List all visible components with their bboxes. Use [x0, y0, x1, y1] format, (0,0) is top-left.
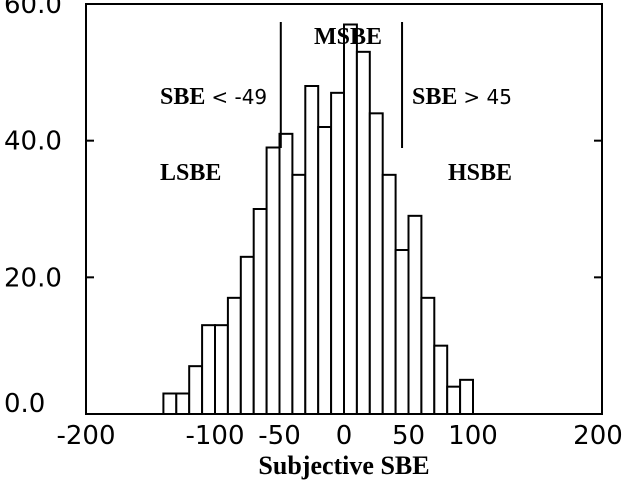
histogram-bar — [239, 255, 255, 416]
hsbe-label: HSBE — [448, 160, 512, 186]
x-tick-label: 0 — [336, 421, 353, 451]
histogram-bar — [175, 392, 191, 415]
histogram-bar — [446, 385, 462, 415]
x-tick-label: 200 — [573, 421, 622, 451]
histogram-bar — [291, 173, 307, 415]
histogram-bar — [317, 126, 333, 415]
y-axis: 0.0 20.0 40.0 60.0 — [4, 0, 602, 419]
histogram-bar — [381, 173, 397, 415]
x-tick-label: -100 — [185, 421, 244, 451]
x-tick-label: -200 — [56, 421, 115, 451]
histogram-bar — [214, 324, 229, 415]
lsbe-label: LSBE — [160, 160, 221, 186]
x-tick-label: -50 — [258, 421, 300, 451]
histogram-bar — [368, 112, 384, 415]
histogram-bar — [201, 324, 217, 415]
y-tick-label: 60.0 — [4, 0, 62, 20]
y-tick-label: 0.0 — [4, 389, 45, 419]
histogram-bar — [355, 50, 371, 415]
x-axis: -200 -100 -50 0 50 100 200 — [56, 406, 622, 451]
histogram-bar — [407, 214, 423, 415]
y-tick-label: 40.0 — [4, 127, 62, 157]
bars-group — [162, 23, 475, 416]
x-tick-label: 50 — [392, 421, 425, 451]
x-axis-title: Subjective SBE — [258, 451, 429, 480]
lsbe-condition-label: SBE < -49 — [160, 84, 267, 110]
histogram-bar — [265, 146, 281, 415]
histogram-bar — [343, 23, 358, 415]
histogram-bar — [188, 365, 204, 415]
histogram-bar — [459, 378, 475, 416]
hsbe-condition-label: SBE > 45 — [412, 84, 512, 110]
histogram-bar — [278, 132, 294, 415]
x-tick-label: 100 — [448, 421, 498, 451]
histogram-bar — [226, 296, 242, 416]
histogram-bar — [304, 85, 320, 415]
histogram-bar — [252, 208, 268, 415]
threshold-lines — [279, 22, 404, 148]
y-tick-label: 20.0 — [4, 263, 62, 293]
histogram-bar — [330, 91, 346, 415]
histogram-bar — [420, 296, 436, 416]
histogram-bar — [162, 392, 178, 415]
msbe-label: MSBE — [314, 24, 382, 50]
histogram-bar — [394, 249, 410, 415]
histogram-bar — [433, 344, 449, 415]
